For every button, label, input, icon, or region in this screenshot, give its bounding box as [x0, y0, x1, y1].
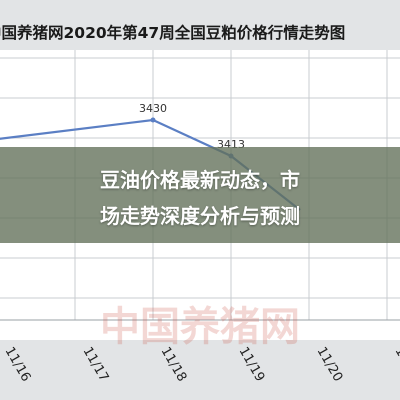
- overlay-banner: 豆油价格最新动态，市 场走势深度分析与预测: [0, 147, 400, 243]
- overlay-line-1: 豆油价格最新动态，市: [100, 168, 300, 192]
- watermark-text: 中国养猪网: [100, 304, 300, 350]
- data-point: [150, 117, 156, 123]
- data-label: 3430: [139, 102, 167, 115]
- chart-title: 中国养猪网2020年第47周全国豆粕价格行情走势图: [0, 23, 345, 42]
- overlay-line-2: 场走势深度分析与预测: [100, 204, 300, 228]
